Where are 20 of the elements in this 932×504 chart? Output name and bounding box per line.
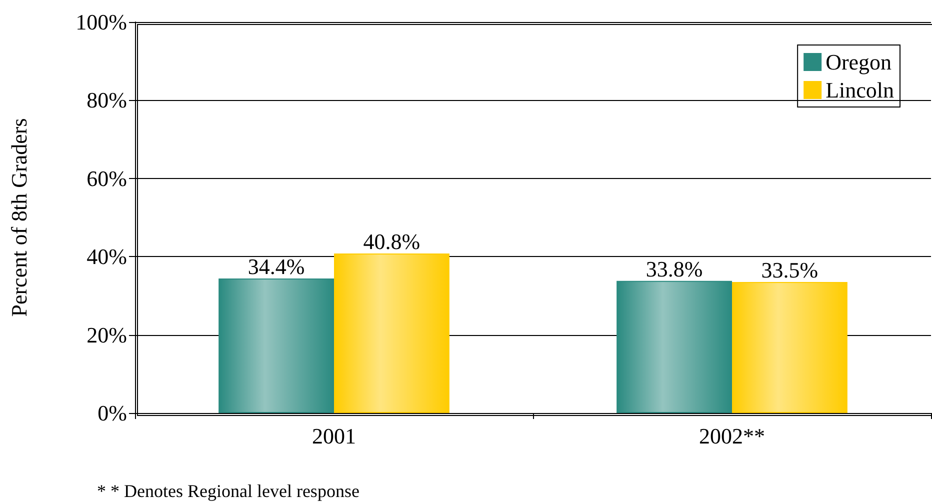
bar xyxy=(616,280,732,413)
bar xyxy=(334,253,450,413)
y-tick-label: 80% xyxy=(86,88,127,113)
legend-label: Oregon xyxy=(826,50,892,74)
y-tick-label: 20% xyxy=(86,322,127,348)
data-label: 40.8% xyxy=(363,228,420,254)
data-label: 33.8% xyxy=(646,256,703,282)
y-tick-label: 40% xyxy=(86,244,127,270)
data-label: 34.4% xyxy=(248,254,305,279)
legend-label: Lincoln xyxy=(826,78,894,102)
x-tick-label: 2002** xyxy=(699,424,765,448)
y-tick-label: 100% xyxy=(76,10,127,34)
y-tick-label: 0% xyxy=(98,400,127,426)
y-axis-title: Percent of 8th Graders xyxy=(6,118,32,317)
text: * * Denotes Regional level response xyxy=(97,481,360,501)
bar xyxy=(218,278,334,413)
x-tick-label: 2001 xyxy=(312,424,356,448)
bar xyxy=(732,282,848,413)
data-label: 33.5% xyxy=(761,258,818,283)
y-tick-label: 60% xyxy=(86,166,127,191)
